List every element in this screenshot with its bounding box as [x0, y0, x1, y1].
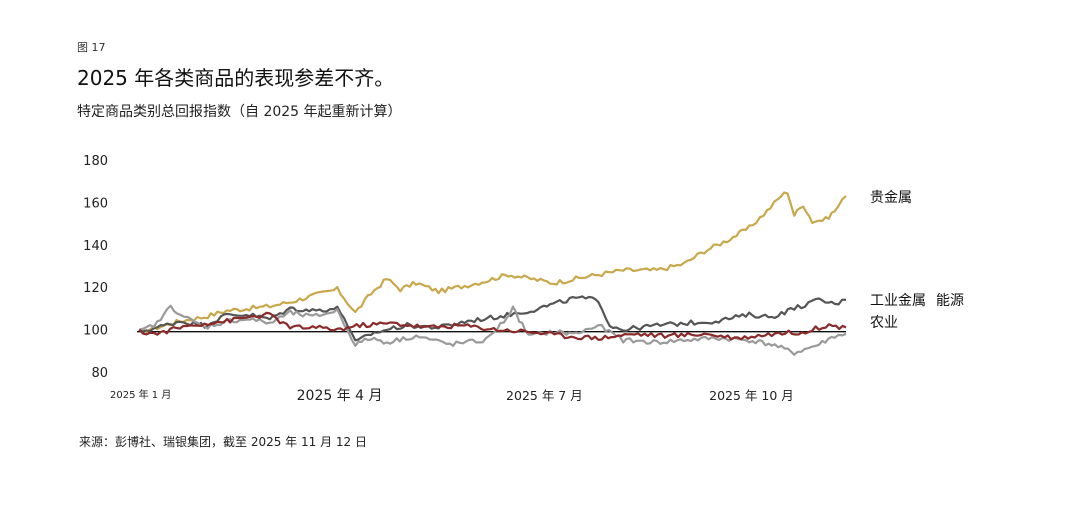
series-line-0: [139, 191, 847, 334]
y-tick-label: 100: [83, 324, 108, 339]
y-tick-label: 120: [83, 281, 108, 296]
series-layer: [138, 191, 847, 356]
series-line-2: [139, 304, 847, 356]
x-axis: 2025 年 1 月 2025 年 4 月 2025 年 7 月 2025 年 10 …: [110, 388, 794, 404]
y-tick-label: 140: [83, 239, 108, 254]
series-line-3: [138, 311, 847, 341]
series-label: 农业: [870, 315, 898, 331]
y-axis: 180 160 140 120 100 80: [83, 154, 108, 381]
y-tick-label: 160: [83, 196, 108, 211]
series-label: 能源: [936, 293, 964, 309]
chart-subtitle: 特定商品类别总回报指数（自 2025 年起重新计算）: [77, 104, 402, 120]
x-tick-label: 2025 年 4 月: [297, 388, 383, 404]
figure-label: 图 17: [77, 41, 106, 54]
x-tick-label: 2025 年 10 月: [709, 388, 794, 403]
source-note: 来源：彭博社、瑞银集团，截至 2025 年 11 月 12 日: [79, 435, 367, 449]
series-label: 工业金属: [870, 293, 926, 309]
x-tick-label: 2025 年 1 月: [110, 388, 171, 401]
y-tick-label: 80: [91, 366, 108, 381]
series-label: 贵金属: [870, 190, 912, 206]
chart-title: 2025 年各类商品的表现参差不齐。: [77, 66, 395, 90]
x-tick-label: 2025 年 7 月: [506, 388, 583, 403]
y-tick-label: 180: [83, 154, 108, 169]
